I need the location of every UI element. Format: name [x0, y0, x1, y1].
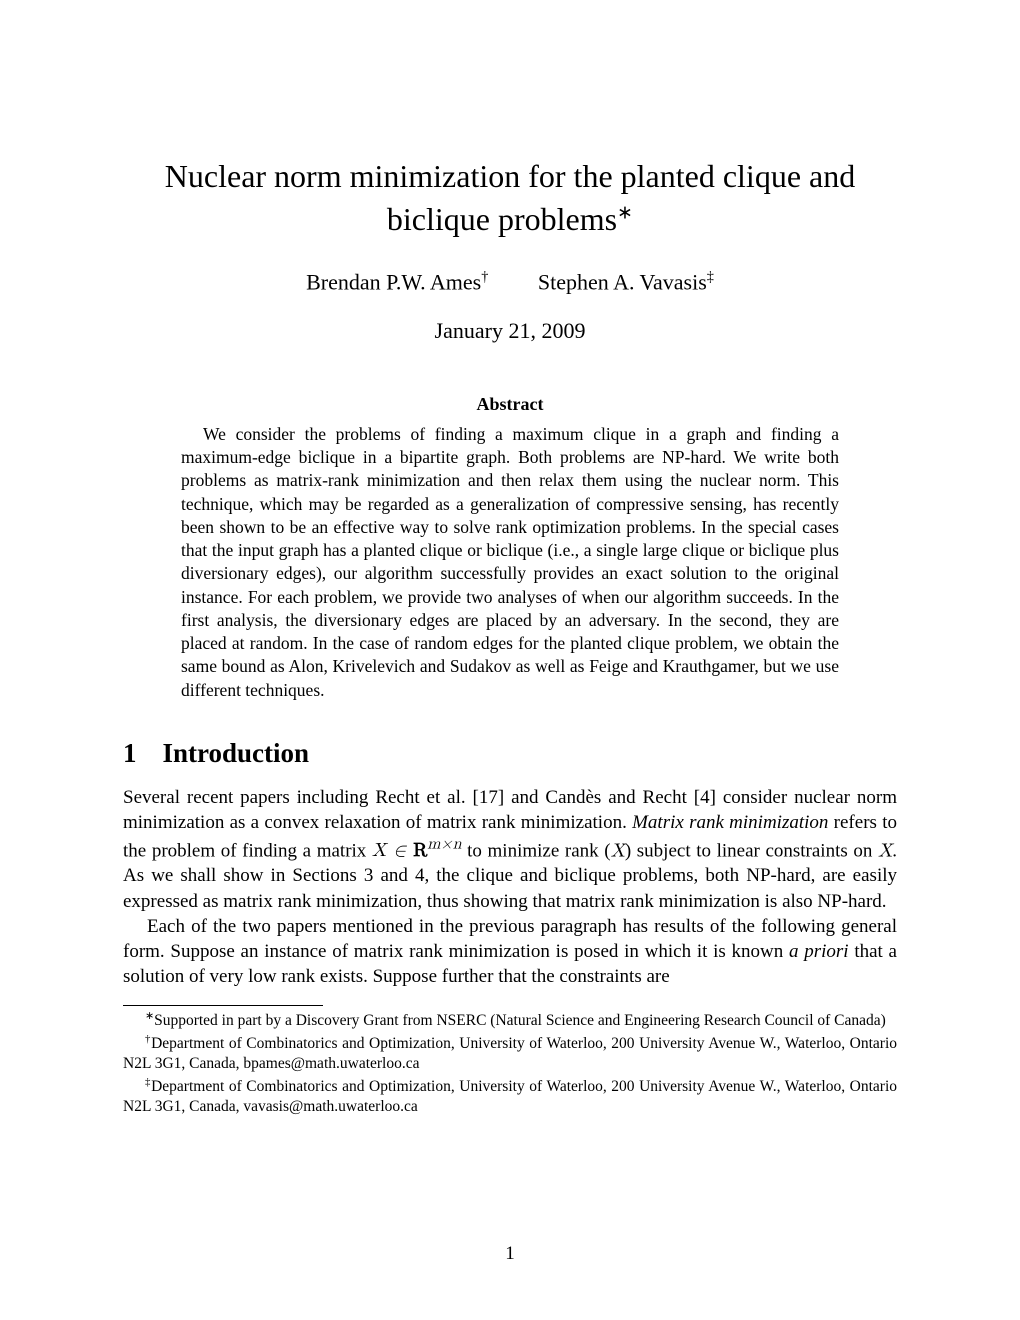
author-2: Stephen A. Vavasis‡ — [538, 269, 714, 295]
abstract-text: We consider the problems of finding a ma… — [181, 423, 839, 702]
paper-title: Nuclear norm minimization for the plante… — [123, 155, 897, 241]
abstract-body: We consider the problems of finding a ma… — [181, 423, 839, 702]
p2-part-a: Each of the two papers mentioned in the … — [123, 916, 897, 962]
math-R: R — [413, 841, 427, 860]
footnote-2: †Department of Combinatorics and Optimiz… — [123, 1033, 897, 1074]
authors-line: Brendan P.W. Ames† Stephen A. Vavasis‡ — [123, 269, 897, 295]
title-footnote-marker: ∗ — [617, 203, 633, 224]
title-line-1: Nuclear norm minimization for the plante… — [165, 158, 855, 194]
footnote-1: ∗Supported in part by a Discovery Grant … — [123, 1010, 897, 1031]
paragraph-1: Several recent papers including Recht et… — [123, 785, 897, 914]
body-text: Several recent papers including Recht et… — [123, 785, 897, 989]
p1-math-X: X — [611, 841, 625, 860]
p1-math-X2: X — [878, 841, 892, 860]
author-1-name: Brendan P.W. Ames — [306, 270, 481, 295]
author-1-marker: † — [481, 269, 488, 285]
abstract-heading: Abstract — [123, 394, 897, 415]
math-X: X — [372, 841, 386, 860]
author-1: Brendan P.W. Ames† — [306, 269, 488, 295]
footnote-3-text: Department of Combinatorics and Optimiza… — [123, 1078, 897, 1115]
p1-italic-term: Matrix rank minimization — [632, 812, 828, 833]
p1-part-d: ) subject to linear constraints on — [625, 840, 878, 861]
footnote-1-text: Supported in part by a Discovery Grant f… — [154, 1012, 886, 1029]
paragraph-2: Each of the two papers mentioned in the … — [123, 914, 897, 989]
p2-italic-term: a priori — [789, 941, 849, 962]
author-2-marker: ‡ — [707, 269, 714, 285]
title-line-2: biclique problems — [387, 201, 617, 237]
footnote-rule — [123, 1005, 323, 1006]
section-title: Introduction — [163, 738, 310, 768]
paper-page: Nuclear norm minimization for the plante… — [0, 0, 1020, 1178]
page-number: 1 — [0, 1243, 1020, 1265]
footnotes: ∗Supported in part by a Discovery Grant … — [123, 1010, 897, 1117]
section-number: 1 — [123, 738, 137, 769]
p1-part-c: to minimize rank ( — [462, 840, 611, 861]
footnote-2-text: Department of Combinatorics and Optimiza… — [123, 1035, 897, 1072]
section-heading: 1 Introduction — [123, 738, 897, 769]
author-2-name: Stephen A. Vavasis — [538, 270, 707, 295]
p1-math-expr: X ∈ Rm×n — [372, 841, 462, 860]
math-sup: m×n — [427, 837, 461, 853]
paper-date: January 21, 2009 — [123, 318, 897, 344]
footnote-1-marker: ∗ — [145, 1010, 154, 1022]
footnote-3: ‡Department of Combinatorics and Optimiz… — [123, 1076, 897, 1117]
